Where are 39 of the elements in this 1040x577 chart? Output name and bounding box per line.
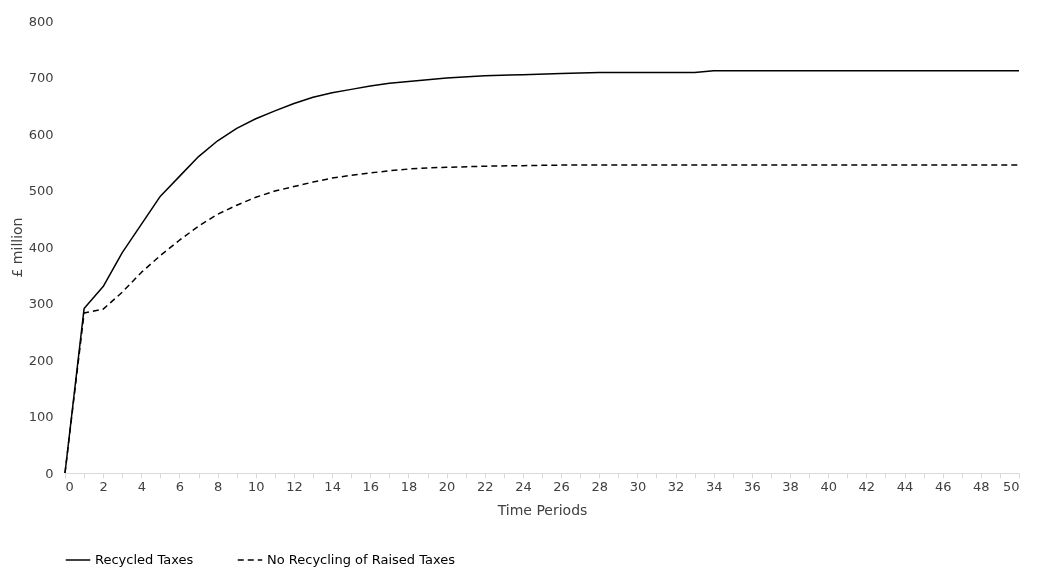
x-tick-label: 44 [896,478,914,494]
x-tick-label: 16 [362,478,380,494]
x-tick-label: 12 [286,478,303,494]
y-tick-label: 400 [28,239,54,255]
y-tick-label: 800 [28,13,54,29]
x-tick-label: 32 [667,478,685,494]
x-tick-label: 6 [175,478,185,494]
y-tick-label: 0 [45,465,54,481]
x-tick-label: 22 [476,478,494,494]
x-tick-label: 28 [591,478,609,494]
x-tick-label: 10 [248,478,265,494]
x-tick-label: 8 [214,478,223,494]
y-tick-label: 700 [28,70,54,85]
x-tick-label: 20 [438,478,456,494]
x-tick-label: 18 [400,478,418,494]
x-axis-title: Time Periods [496,501,588,518]
y-tick-label: 100 [28,409,54,424]
y-tick-label: 600 [28,126,54,142]
x-tick-label: 42 [858,478,876,494]
x-tick-label: 48 [973,478,990,494]
x-tick-label: 46 [934,478,952,494]
x-tick-label: 36 [744,478,761,494]
x-tick-label: 24 [515,478,532,494]
x-tick-label: 4 [137,478,146,494]
x-tick-label: 30 [629,478,647,494]
y-tick-label: 300 [28,296,54,311]
x-tick-label: 34 [705,478,723,494]
x-tick-label: 50 [1002,478,1020,494]
legend-label: Recycled Taxes [95,552,194,567]
y-axis-title: £ million [8,217,25,278]
x-tick-label: 40 [820,478,837,494]
x-tick-label: 14 [324,478,341,494]
x-tick-label: 0 [65,478,74,494]
x-tick-label: 38 [782,478,799,494]
x-tick-label: 26 [553,478,570,494]
y-tick-label: 200 [28,352,54,368]
legend-label: No Recycling of Raised Taxes [267,552,456,567]
x-tick-label: 2 [99,478,108,494]
y-tick-label: 500 [28,183,54,198]
